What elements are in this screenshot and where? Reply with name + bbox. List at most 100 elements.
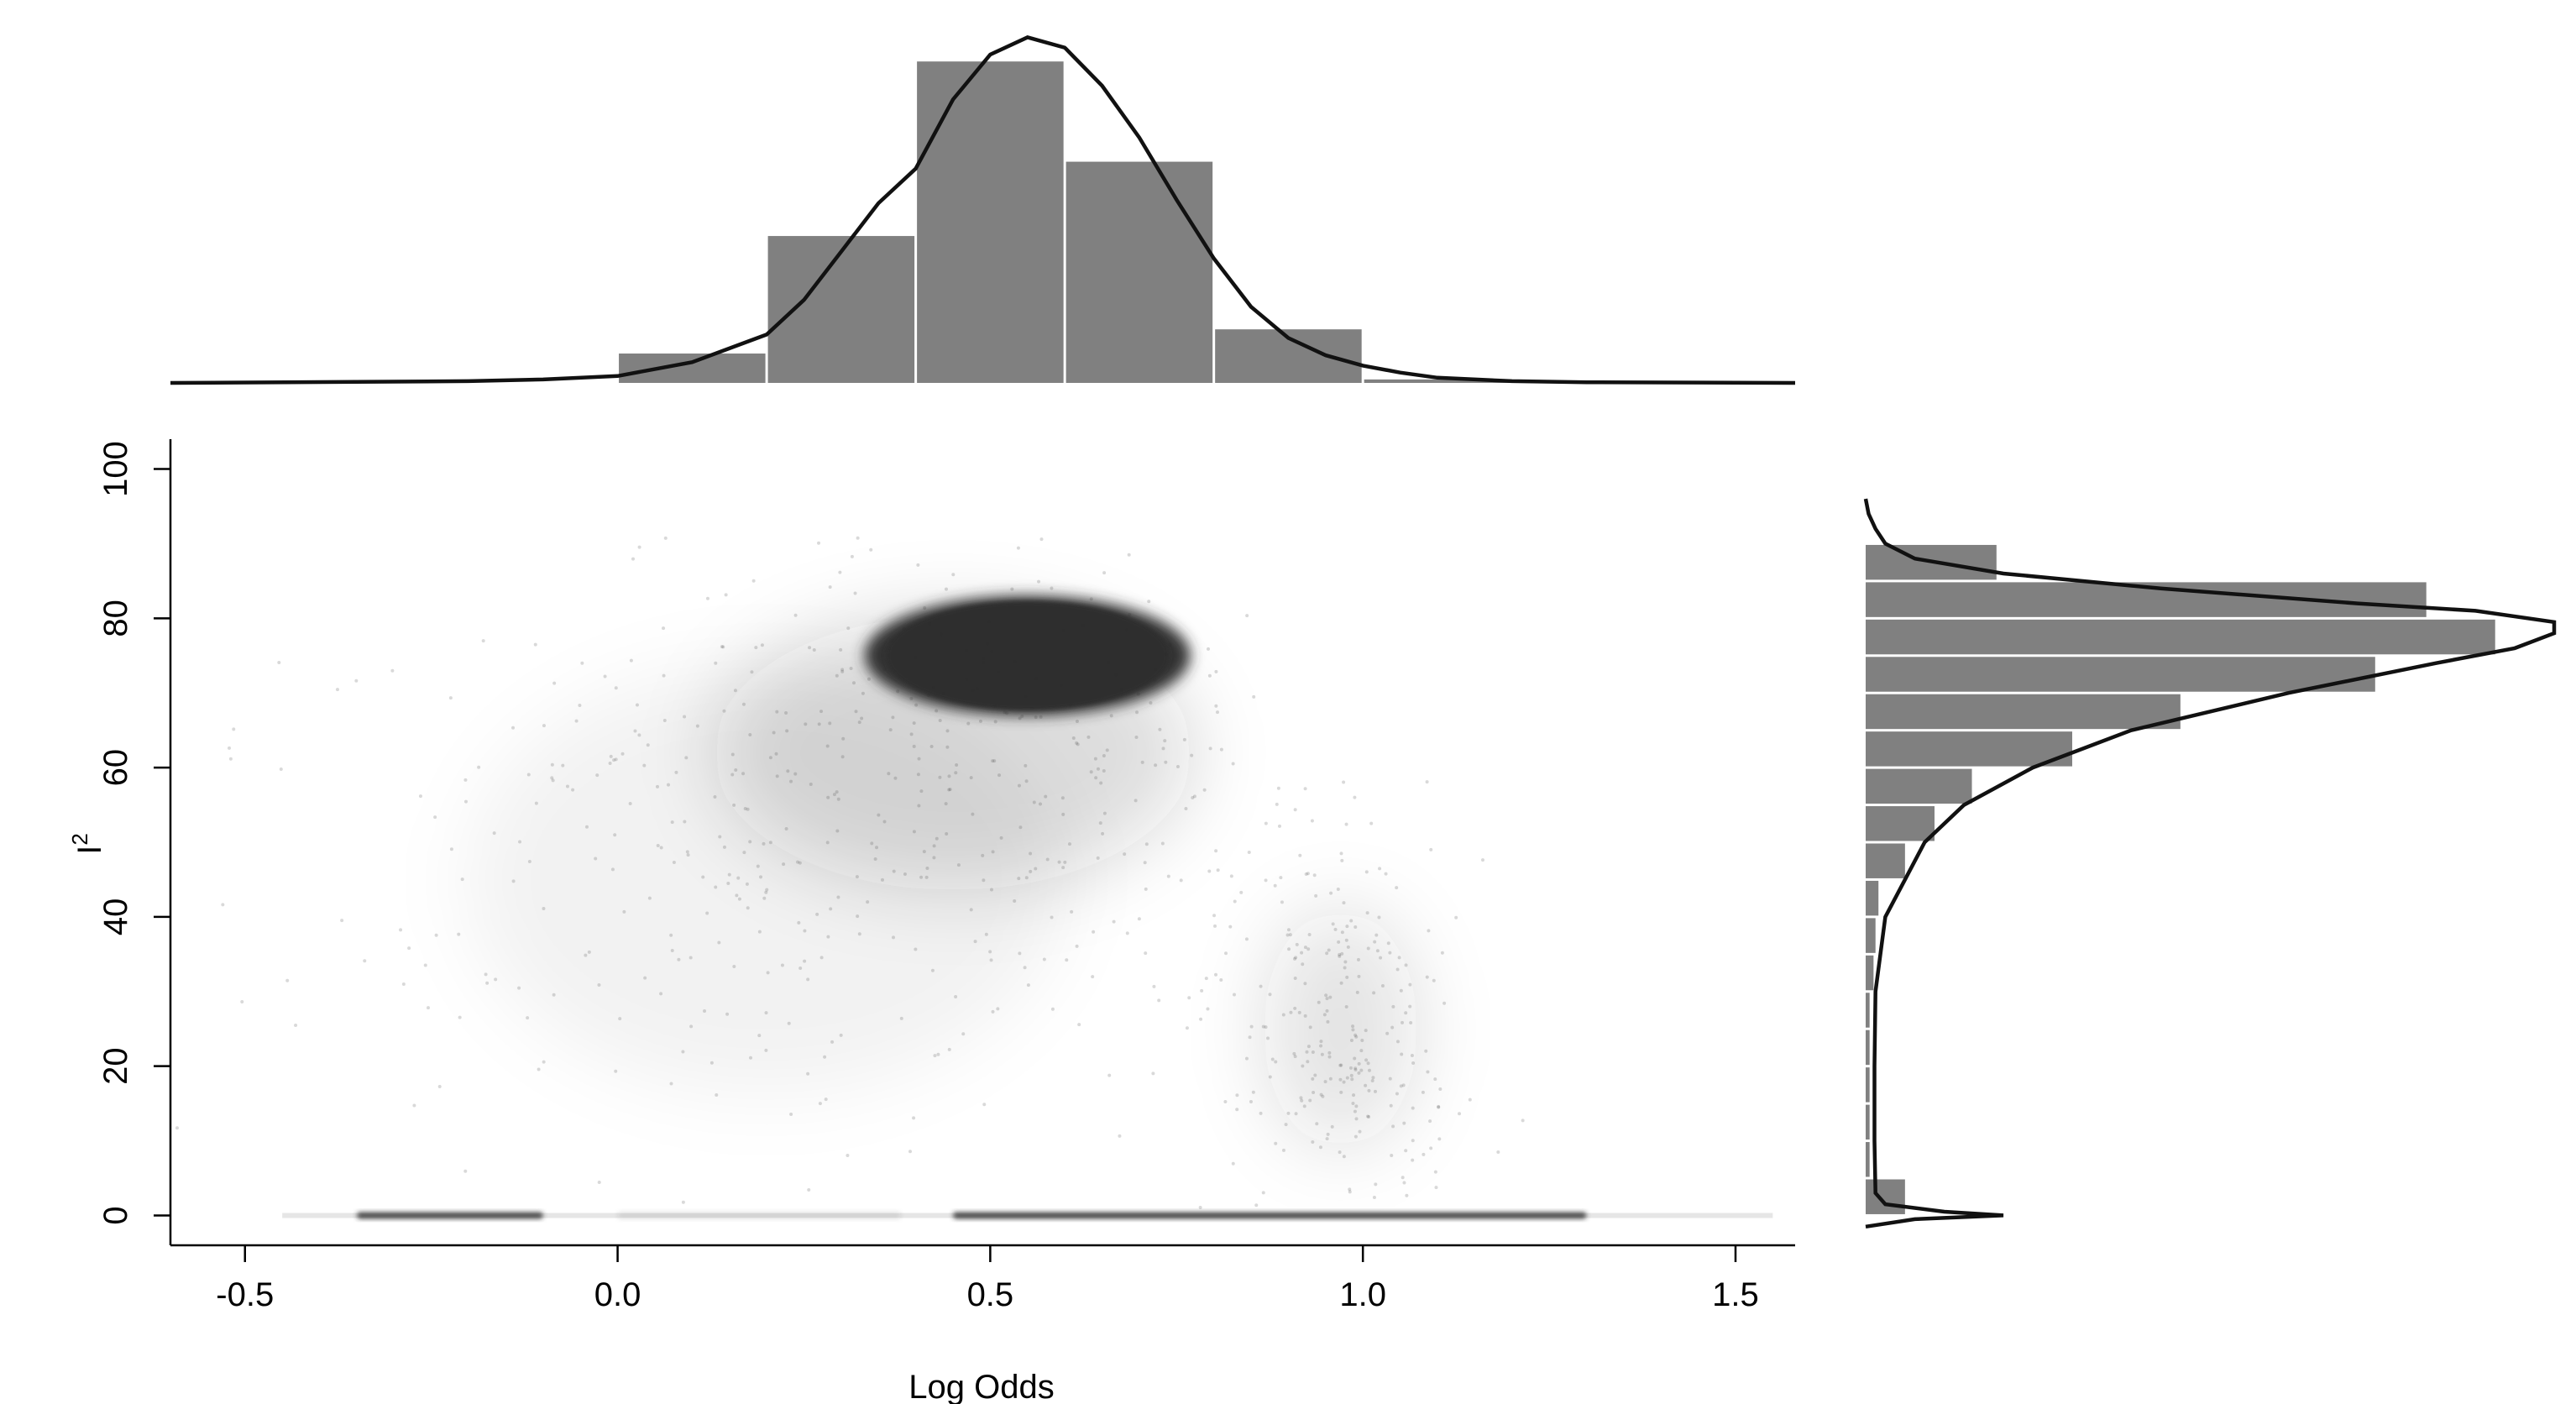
scatter-point <box>1326 1132 1330 1136</box>
scatter-point <box>433 815 437 820</box>
scatter-point <box>1034 715 1038 720</box>
scatter-point <box>1354 1104 1359 1108</box>
scatter-point <box>1390 1154 1394 1158</box>
scatter-point <box>494 977 498 982</box>
scatter-point <box>1228 925 1233 929</box>
scatter-point <box>1127 553 1131 557</box>
scatter-point <box>1114 673 1118 677</box>
scatter-point <box>597 1181 601 1185</box>
scatter-point <box>1284 1123 1288 1127</box>
scatter-point <box>1198 1206 1202 1210</box>
scatter-point <box>925 867 929 871</box>
scatter-point <box>1102 811 1107 815</box>
scatter-point <box>867 677 871 681</box>
scatter-point <box>1357 1061 1361 1066</box>
scatter-point <box>1298 853 1302 857</box>
scatter-point <box>1437 1104 1441 1108</box>
scatter-point <box>294 1023 298 1027</box>
scatter-point <box>782 862 786 867</box>
scatter-point <box>1037 579 1041 584</box>
scatter-point <box>511 879 516 883</box>
scatter-point <box>622 909 626 914</box>
scatter-point <box>1344 1004 1348 1008</box>
scatter-point <box>1353 1056 1357 1061</box>
scatter-point <box>870 841 874 846</box>
scatter-point <box>240 999 244 1003</box>
scatter-point <box>1089 770 1093 774</box>
scatter-point <box>784 827 788 831</box>
scatter-point <box>565 784 569 788</box>
scatter-point <box>1231 1161 1235 1166</box>
scatter-point <box>880 878 884 882</box>
scatter-point <box>1102 769 1106 773</box>
scatter-point <box>1340 930 1344 935</box>
scatter-point <box>1302 1104 1306 1108</box>
scatter-point <box>1032 800 1036 804</box>
scatter-point <box>1144 951 1148 956</box>
scatter-point <box>1125 627 1129 631</box>
scatter-point <box>221 903 225 907</box>
scatter-point <box>737 897 741 901</box>
scatter-point <box>1024 779 1029 783</box>
scatter-point <box>1353 1067 1358 1071</box>
scatter-point <box>1099 781 1103 785</box>
scatter-point <box>727 872 731 877</box>
scatter-point <box>732 803 736 807</box>
scatter-point <box>856 914 860 919</box>
scatter-point <box>1322 1013 1327 1017</box>
scatter-point <box>1404 963 1408 967</box>
top-histogram-bar <box>767 236 915 383</box>
right-histogram-bar <box>1866 657 2375 692</box>
scatter-point <box>1395 1040 1400 1044</box>
scatter-point <box>732 964 736 968</box>
scatter-point <box>1307 932 1312 936</box>
scatter-point <box>1061 866 1065 870</box>
scatter-point <box>877 813 881 817</box>
scatter-point <box>340 919 344 923</box>
scatter-point <box>852 681 856 685</box>
scatter-point <box>407 946 411 951</box>
scatter-point <box>1312 873 1317 878</box>
scatter-point <box>1034 867 1038 871</box>
scatter-point <box>1045 857 1050 862</box>
scatter-point <box>772 731 776 735</box>
scatter-point <box>830 1040 835 1044</box>
scatter-point <box>965 678 969 682</box>
scatter-point <box>1190 753 1194 757</box>
scatter-point <box>1338 1063 1343 1067</box>
scatter-point <box>1454 915 1458 919</box>
scatter-point <box>775 710 779 714</box>
scatter-point <box>917 804 921 808</box>
scatter-point <box>829 907 833 911</box>
scatter-point <box>730 752 735 757</box>
scatter-point <box>917 757 921 761</box>
scatter-point <box>809 783 813 787</box>
scatter-point <box>1157 998 1161 1003</box>
scatter-point <box>909 732 914 736</box>
scatter-point <box>721 645 725 649</box>
scatter-point <box>912 721 916 726</box>
y-axis-label-base: I <box>71 846 108 855</box>
scatter-point <box>733 689 737 693</box>
scatter-point <box>835 829 840 833</box>
scatter-point <box>1359 1068 1364 1072</box>
scatter-point <box>973 940 977 944</box>
scatter-point <box>285 978 290 982</box>
scatter-point <box>1402 1181 1406 1185</box>
scatter-point <box>401 982 406 987</box>
scatter-point <box>418 794 422 799</box>
right-histogram-bar <box>1866 619 2495 655</box>
scatter-point <box>1395 1092 1399 1096</box>
scatter-point <box>1353 1066 1358 1071</box>
scatter-point <box>1050 915 1054 919</box>
scatter-point <box>1059 683 1063 687</box>
scatter-point <box>1154 668 1158 672</box>
scatter-point <box>854 710 858 714</box>
scatter-point <box>945 729 950 733</box>
scatter-point <box>1154 763 1158 767</box>
scatter-point <box>742 851 746 855</box>
scatter-point <box>990 649 994 653</box>
scatter-point <box>1264 821 1268 825</box>
scatter-density-core <box>886 600 1170 711</box>
x-axis-label: Log Odds <box>908 1369 1054 1404</box>
